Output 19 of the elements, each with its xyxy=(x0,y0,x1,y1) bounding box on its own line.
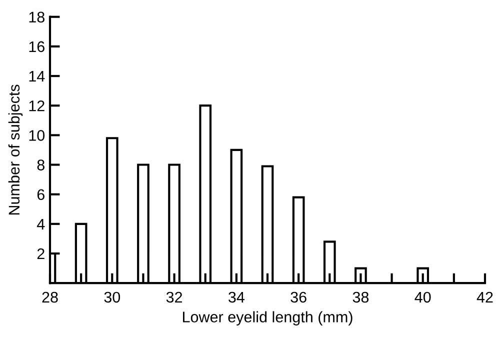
x-tick-label: 32 xyxy=(166,292,182,303)
x-tick-label: 34 xyxy=(228,292,244,303)
y-tick-label: 6 xyxy=(37,189,44,200)
y-tick-label: 14 xyxy=(29,71,45,82)
x-axis-title: Lower eyelid length (mm) xyxy=(183,311,352,326)
y-tick-label: 4 xyxy=(36,218,45,230)
y-tick-label: 16 xyxy=(29,41,44,52)
x-tick-label: 30 xyxy=(104,292,120,303)
y-tick-label: 10 xyxy=(29,130,45,141)
y-tick-label: 12 xyxy=(29,100,44,112)
x-tick-label: 40 xyxy=(414,292,431,303)
x-tick-label: 28 xyxy=(42,292,58,303)
y-axis-title: Number of subjects xyxy=(8,84,23,215)
x-tick-label: 36 xyxy=(290,292,306,303)
y-tick-label: 8 xyxy=(37,160,44,170)
y-tick-label: 18 xyxy=(29,12,44,23)
x-tick-label: 42 xyxy=(476,292,493,302)
y-tick-label: 2 xyxy=(37,248,44,260)
x-tick-label: 38 xyxy=(352,292,369,303)
